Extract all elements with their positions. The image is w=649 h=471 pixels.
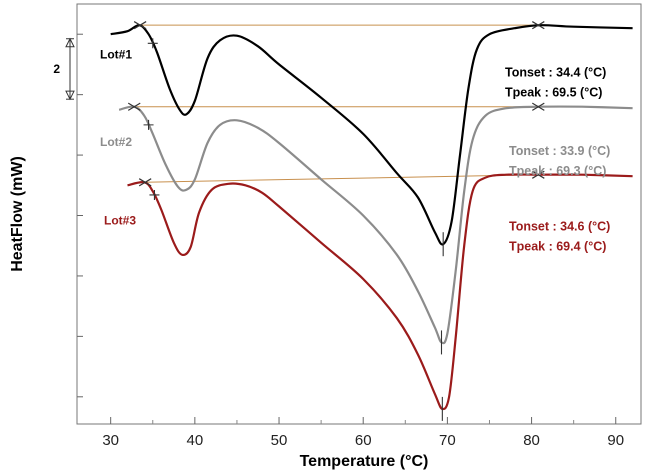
lot2-baseline-marker [531,102,545,111]
lot3-tonset-text: Tonset : 34.6 (°C) [509,220,610,234]
scale-bar: 2 [53,37,75,101]
scale-bar-arrow-up [65,37,75,48]
lot3-baseline-marker [138,178,152,187]
lot1-baseline-marker [133,21,147,30]
lot3-baseline-marker [531,170,545,179]
x-tick-label: 30 [102,432,119,449]
lot3-tpeak-text: Tpeak : 69.4 (°C) [509,240,606,254]
lot1-label: Lot#1 [100,47,132,61]
markers [127,21,545,421]
lot2-tpeak-text: Tpeak : 69.3 (°C) [509,164,606,178]
baselines [134,24,539,183]
x-tick-label: 90 [607,432,624,449]
lot1-curve [110,24,633,246]
labels: Lot#1 Tonset : 34.4 (°C) Tpeak : 69.5 (°C)… [100,47,610,253]
x-tick-label: 50 [271,432,288,449]
scale-bar-label: 2 [53,62,60,76]
lot2-onset-marker [143,119,154,130]
x-tick-label: 80 [523,432,540,449]
lot1-tonset-text: Tonset : 34.4 (°C) [505,66,606,80]
lot3-label: Lot#3 [104,214,136,228]
plot-frame [76,3,642,425]
x-tick-label: 60 [355,432,372,449]
lot2-tonset-text: Tonset : 33.9 (°C) [509,144,610,158]
lot2-label: Lot#2 [100,135,132,149]
x-tick-label: 70 [439,432,456,449]
lot2-baseline-marker [127,102,141,111]
x-axis-title: Temperature (°C) [300,453,429,470]
scale-bar-arrow-down [65,90,75,101]
lot2-curve [118,105,633,345]
lot1-baseline-marker [531,21,545,30]
lot1-tpeak-text: Tpeak : 69.5 (°C) [505,86,602,100]
x-axis: 30 40 50 60 70 80 90 [102,417,624,449]
lot3-baseline [145,174,539,183]
lot3-curve [127,173,633,411]
curves [110,24,633,411]
lot3-onset-marker [149,189,160,200]
lot1-onset-marker [147,38,158,49]
x-tick-label: 40 [187,432,204,449]
y-axis-title: HeatFlow (mW) [9,156,26,272]
y-axis-ticks [77,33,83,398]
